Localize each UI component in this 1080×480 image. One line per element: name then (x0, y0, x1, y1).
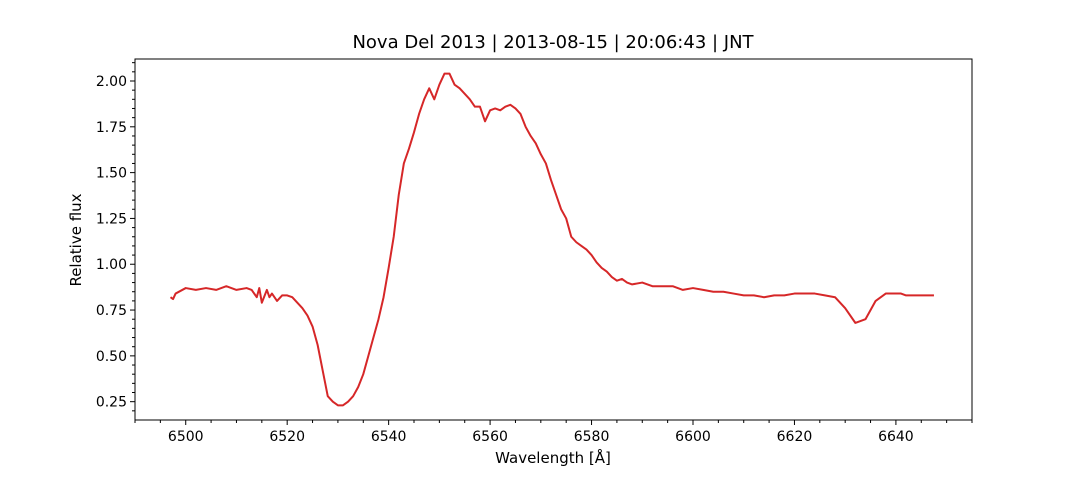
x-axis-label: Wavelength [Å] (495, 448, 611, 467)
y-axis-ticks: 0.25 0.50 0.75 1.00 1.25 1.50 1.75 2.00 (96, 62, 135, 412)
y-tick-label: 1.50 (96, 166, 127, 182)
y-tick-label: 0.75 (96, 303, 127, 319)
y-tick-label: 1.25 (96, 211, 127, 227)
y-tick-label: 1.00 (96, 257, 127, 273)
chart-title: Nova Del 2013 | 2013-08-15 | 20:06:43 | … (352, 32, 754, 53)
x-tick-label: 6600 (675, 429, 711, 445)
x-tick-label: 6560 (472, 429, 508, 445)
spectrum-line (169, 72, 934, 407)
y-axis-label: Relative flux (67, 193, 85, 286)
x-tick-label: 6520 (269, 429, 305, 445)
plot-area (169, 72, 934, 407)
x-axis-ticks: 6500 6520 6540 6560 6580 6600 6620 6640 (134, 420, 973, 445)
x-tick-label: 6580 (574, 429, 610, 445)
x-tick-label: 6620 (777, 429, 813, 445)
y-tick-label: 0.25 (96, 395, 127, 411)
y-tick-label: 2.00 (96, 74, 127, 90)
plot-frame (134, 58, 973, 421)
y-tick-label: 1.75 (96, 120, 127, 136)
x-tick-label: 6540 (371, 429, 407, 445)
y-tick-label: 0.50 (96, 349, 127, 365)
x-tick-label: 6640 (878, 429, 914, 445)
x-tick-label: 6500 (168, 429, 204, 445)
